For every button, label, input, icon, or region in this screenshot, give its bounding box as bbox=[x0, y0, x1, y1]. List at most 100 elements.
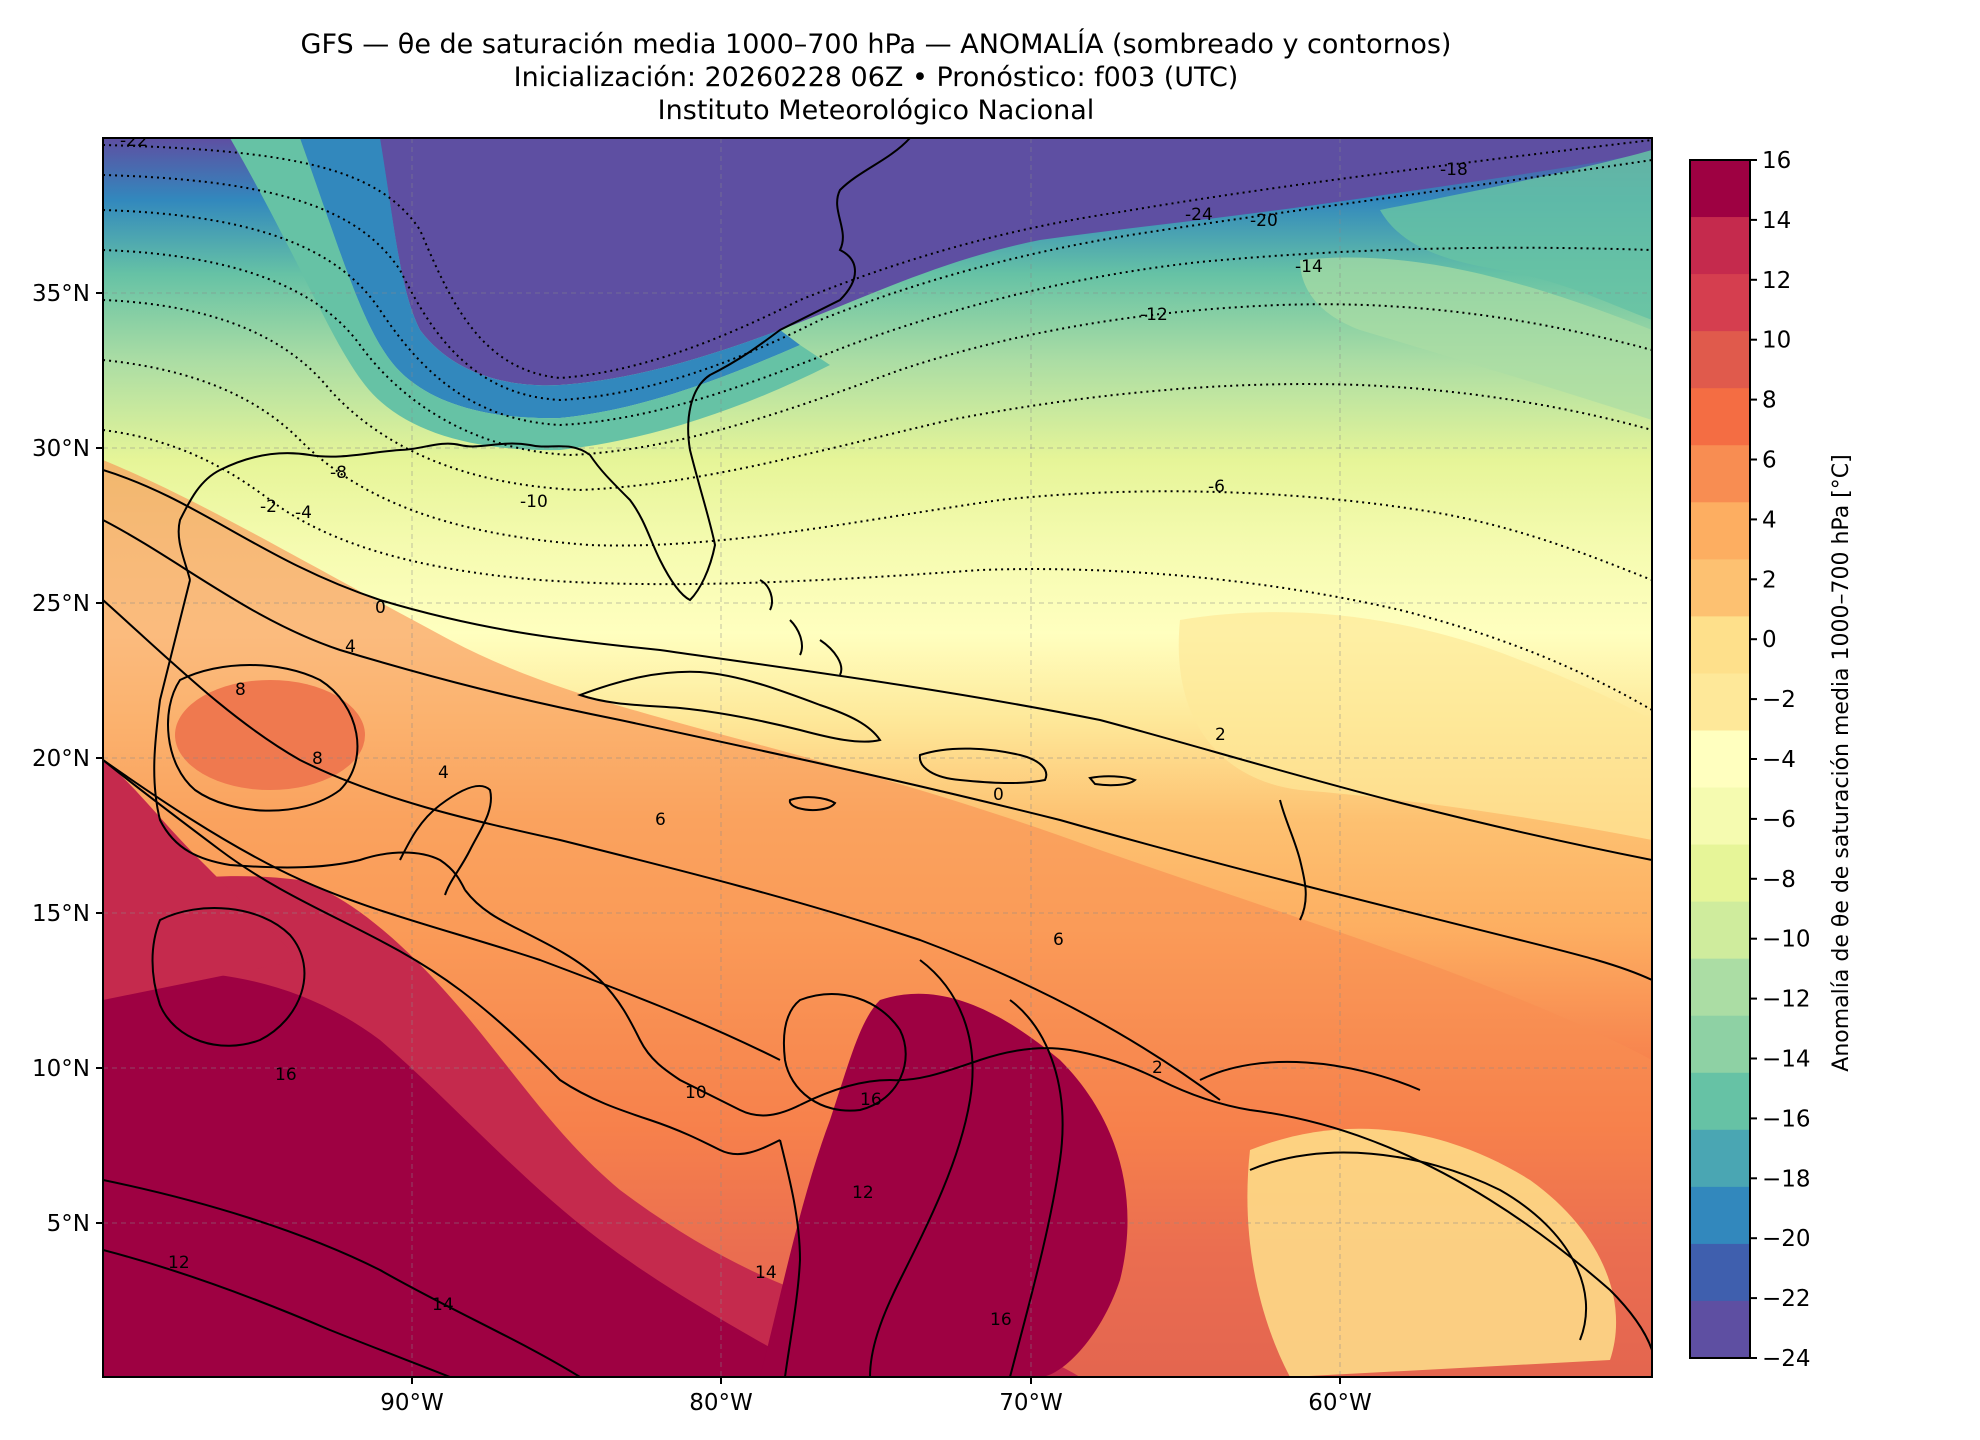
lat-tick-label: 30°N bbox=[32, 436, 90, 462]
colorbar-segment bbox=[1690, 1015, 1750, 1074]
contour-label: 16 bbox=[275, 1065, 297, 1085]
colorbar-segment bbox=[1690, 445, 1750, 503]
colorbar-tick-label: −6 bbox=[1762, 807, 1796, 833]
cold-anomaly-region bbox=[380, 138, 1652, 386]
colorbar-segment bbox=[1690, 1129, 1750, 1188]
colorbar-tick-label: 2 bbox=[1762, 567, 1777, 593]
anomaly-contours bbox=[103, 139, 1652, 1377]
contour-label: 8 bbox=[235, 680, 246, 700]
contour-label: 12 bbox=[852, 1183, 874, 1203]
colorbar-tick-label: 6 bbox=[1762, 448, 1777, 474]
contour-label: 10 bbox=[685, 1083, 707, 1103]
colorbar-tick-label: −12 bbox=[1762, 987, 1811, 1013]
contour-label: -18 bbox=[1440, 160, 1468, 180]
colorbar-segment bbox=[1690, 616, 1750, 675]
anomaly-shading bbox=[103, 138, 1652, 1377]
contour-label: 16 bbox=[860, 1090, 882, 1110]
us-east-coast bbox=[177, 138, 911, 602]
colorbar-tick-label: −4 bbox=[1762, 747, 1796, 773]
contour-label: -14 bbox=[1295, 257, 1323, 277]
lat-tick-label: 20°N bbox=[32, 746, 90, 772]
hispaniola-coast bbox=[918, 747, 1048, 785]
contour-label: 14 bbox=[755, 1263, 777, 1283]
contour-label: -12 bbox=[1140, 305, 1168, 325]
title-line-3: Instituto Meteorológico Nacional bbox=[657, 95, 1095, 126]
colorbar-tick-label: −24 bbox=[1762, 1346, 1811, 1372]
colorbar-tick-label: 16 bbox=[1762, 148, 1791, 174]
contour-label: 2 bbox=[1215, 725, 1226, 745]
colorbar-tick-label: 0 bbox=[1762, 627, 1777, 653]
colorbar-tick-label: 8 bbox=[1762, 388, 1777, 414]
contour-label: 4 bbox=[345, 637, 356, 657]
contour-label: 8 bbox=[312, 749, 323, 769]
negative-contours bbox=[103, 139, 1652, 711]
south-america-pacific-coast bbox=[779, 1139, 802, 1377]
figure-title: GFS — θe de saturación media 1000–700 hP… bbox=[100, 28, 1652, 127]
lat-tick-label: 35°N bbox=[32, 281, 90, 307]
colorbar-segment bbox=[1690, 559, 1750, 617]
yucatan-coast bbox=[399, 785, 492, 896]
colorbar-segment bbox=[1690, 1186, 1750, 1245]
positive-contours bbox=[103, 469, 1652, 1377]
latitude-ticks: 35°N 30°N 25°N 20°N 15°N 10°N 5°N bbox=[32, 281, 103, 1237]
contour-label: 6 bbox=[655, 810, 666, 830]
central-america-caribbean-coast bbox=[464, 889, 801, 1117]
jamaica-coast bbox=[788, 796, 837, 812]
lon-tick-label: 60°W bbox=[1308, 1390, 1372, 1416]
colorbar-segment bbox=[1690, 331, 1750, 389]
graticule bbox=[103, 138, 1652, 1377]
colorbar-segment bbox=[1690, 673, 1750, 732]
colorbar-segment bbox=[1690, 844, 1750, 903]
colorbar-tick-label: −10 bbox=[1762, 927, 1811, 953]
contour-label: -4 bbox=[295, 503, 312, 523]
colorbar-tick-label: −22 bbox=[1762, 1286, 1811, 1312]
contour-label: 12 bbox=[168, 1253, 190, 1273]
lat-tick-label: 10°N bbox=[32, 1056, 90, 1082]
lon-tick-label: 90°W bbox=[380, 1390, 444, 1416]
contour-label: -24 bbox=[1185, 205, 1213, 225]
contour-label: 14 bbox=[432, 1295, 454, 1315]
colorbar-label: Anomalía de θe de saturación media 1000–… bbox=[1829, 454, 1854, 1071]
colorbar-segment bbox=[1690, 217, 1750, 275]
cuba-coast bbox=[577, 670, 882, 743]
contour-label: 2 bbox=[1152, 1058, 1163, 1078]
colorbar-segment bbox=[1690, 1300, 1750, 1359]
longitude-ticks: 90°W 80°W 70°W 60°W bbox=[380, 1377, 1372, 1416]
contour-label: -8 bbox=[330, 463, 347, 483]
colorbar-segment bbox=[1690, 1072, 1750, 1131]
contour-labels: -22 -18 -24 -20 -14 -12 -10 -8 -6 -2 -4 … bbox=[120, 131, 1468, 1330]
central-america-pacific-coast bbox=[103, 759, 781, 1156]
colorbar-segment bbox=[1690, 958, 1750, 1017]
lat-tick-label: 25°N bbox=[32, 591, 90, 617]
colorbar-segment bbox=[1690, 787, 1750, 846]
lat-tick-label: 5°N bbox=[47, 1211, 90, 1237]
colorbar-segment bbox=[1690, 1243, 1750, 1302]
colorbar-tick-label: −8 bbox=[1762, 867, 1796, 893]
lat-tick-label: 15°N bbox=[32, 901, 90, 927]
colorbar-tick-label: 12 bbox=[1762, 268, 1791, 294]
colorbar-tick-label: −2 bbox=[1762, 687, 1796, 713]
title-line-1: GFS — θe de saturación media 1000–700 hP… bbox=[300, 29, 1452, 60]
title-line-2: Inicialización: 20260228 06Z • Pronóstic… bbox=[513, 62, 1239, 93]
contour-label: -2 bbox=[260, 497, 277, 517]
contour-label: -6 bbox=[1208, 477, 1225, 497]
colorbar-segment bbox=[1690, 730, 1750, 789]
contour-label: -22 bbox=[120, 131, 148, 151]
contour-label: 4 bbox=[438, 763, 449, 783]
colorbar-tick-label: −18 bbox=[1762, 1166, 1811, 1192]
colorbar-segment bbox=[1690, 274, 1750, 332]
colorbar-segment bbox=[1690, 901, 1750, 960]
contour-label: 0 bbox=[993, 785, 1004, 805]
contour-label: -10 bbox=[520, 492, 548, 512]
colorbar-tick-label: −16 bbox=[1762, 1106, 1811, 1132]
colorbar-tick-label: −14 bbox=[1762, 1047, 1811, 1073]
puerto-rico-coast bbox=[1088, 775, 1137, 787]
contour-label: 0 bbox=[375, 598, 386, 618]
coastlines bbox=[103, 138, 1652, 1377]
colorbar-tick-label: 10 bbox=[1762, 328, 1791, 354]
colorbar-segment bbox=[1690, 502, 1750, 560]
colorbar-tick-label: 4 bbox=[1762, 507, 1777, 533]
lon-tick-label: 80°W bbox=[689, 1390, 753, 1416]
contour-label: -20 bbox=[1250, 211, 1278, 231]
